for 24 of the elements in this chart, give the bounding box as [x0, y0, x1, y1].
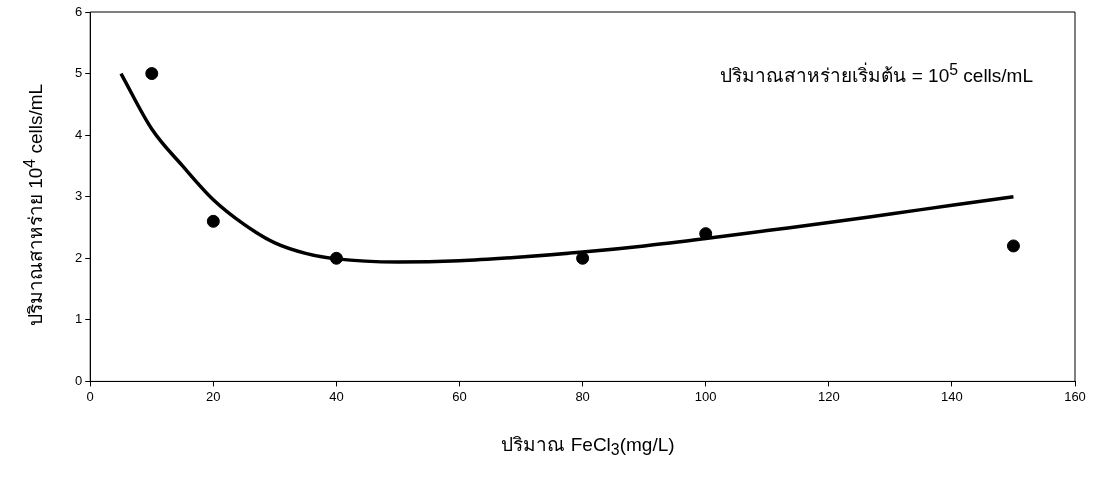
point [329, 251, 343, 265]
y-tick-label: 2 [75, 249, 83, 265]
x-tick-label: 0 [86, 388, 94, 404]
annotation: ปริมาณสาหร่ายเริ่มต้น = 10$^{5}$ cells/mL [720, 60, 1033, 88]
x-tick-label: 140 [941, 388, 963, 404]
point [576, 251, 590, 265]
y-tick-label: 6 [75, 3, 83, 19]
point [206, 214, 220, 228]
x-tick-label: 100 [694, 388, 717, 404]
point [145, 67, 159, 81]
x-tick-label: 40 [329, 388, 344, 404]
y-tick-label: 4 [75, 126, 83, 142]
y-tick-label: 0 [75, 372, 83, 388]
y-tick-label: 5 [75, 65, 83, 81]
x-tick-label: 20 [206, 388, 221, 404]
x-tick-label: 160 [1064, 388, 1086, 404]
y-tick-label: 1 [75, 311, 83, 327]
x-tick-label: 120 [817, 388, 840, 404]
x-tick-label: 80 [575, 388, 590, 404]
x-axis-title: ปริมาณ FeCl$_{3}$(mg/L) [501, 432, 675, 460]
point [1006, 239, 1020, 253]
y-tick-label: 3 [75, 188, 83, 204]
x-tick-label: 60 [452, 388, 467, 404]
point [699, 227, 713, 241]
